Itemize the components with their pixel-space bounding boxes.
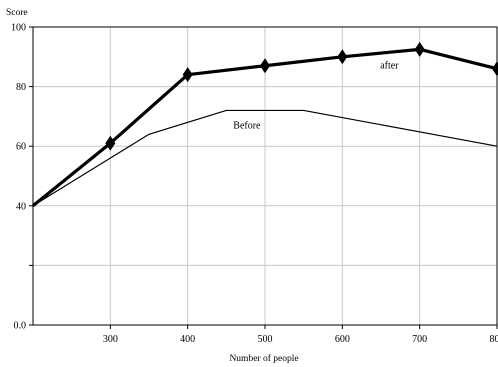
series-line-before bbox=[32, 109, 498, 207]
data-point-marker bbox=[182, 67, 193, 83]
x-axis-title: Number of people bbox=[229, 353, 298, 364]
y-tick-label: 60 bbox=[16, 142, 26, 153]
data-point-marker bbox=[260, 58, 270, 74]
x-tick-label: 700 bbox=[412, 334, 427, 345]
data-point-marker bbox=[105, 135, 116, 151]
y-tick-label: 40 bbox=[16, 201, 26, 212]
y-axis-title: Score bbox=[6, 8, 28, 18]
series-group bbox=[31, 41, 498, 208]
data-point-marker bbox=[337, 49, 348, 65]
y-tick-label: 80 bbox=[16, 82, 26, 93]
x-tick-label: 400 bbox=[180, 334, 195, 345]
x-tick-label: 800 bbox=[490, 334, 498, 345]
x-tick-label: 600 bbox=[335, 334, 350, 345]
x-tick-label: 300 bbox=[103, 334, 118, 345]
x-tick-label: 500 bbox=[258, 334, 273, 345]
y-axis-ticks: 0.0 40 60 80 100 bbox=[11, 23, 33, 332]
data-point-marker bbox=[492, 61, 498, 77]
y-tick-label: 100 bbox=[11, 23, 26, 34]
x-axis-ticks: 300 400 500 600 700 800 bbox=[103, 325, 498, 345]
series-label-before: Before bbox=[233, 120, 261, 131]
data-point-marker bbox=[414, 41, 425, 57]
y-tick-label: 0.0 bbox=[14, 321, 27, 332]
series-label-after: after bbox=[380, 61, 399, 72]
